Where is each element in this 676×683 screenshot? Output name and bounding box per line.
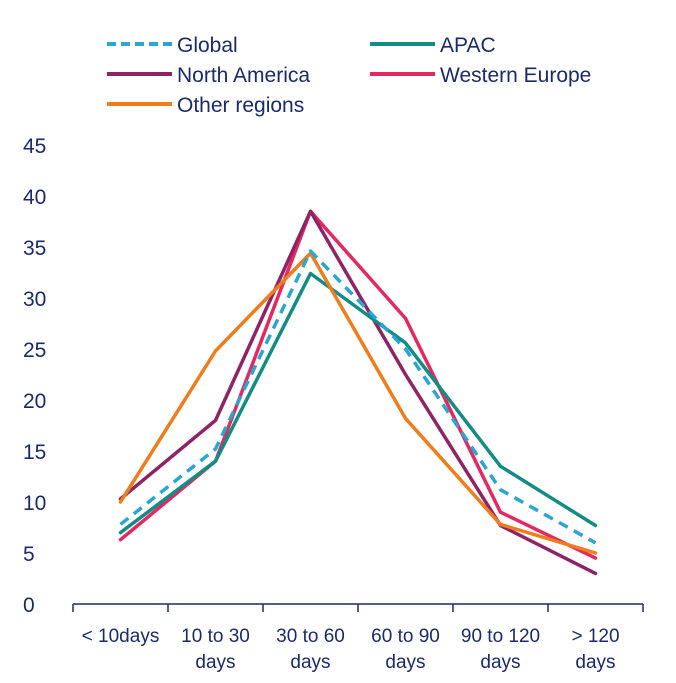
legend-item: North America xyxy=(107,64,310,87)
x-tick-label-line: 90 to 120 xyxy=(461,626,540,647)
x-tick-label-line: > 120 xyxy=(571,626,619,647)
series-line-other-regions xyxy=(118,251,598,555)
series-line-global xyxy=(119,249,597,545)
x-tick-label-line: 10 to 30 xyxy=(181,626,250,647)
series-line-western-europe xyxy=(118,209,598,560)
legend-item: Other regions xyxy=(107,94,304,117)
x-tick-label: > 120 days xyxy=(571,626,619,673)
y-tick-label: 35 xyxy=(23,237,46,260)
x-tick-label: 60 to 90 days xyxy=(371,626,440,673)
y-tick-label: 15 xyxy=(23,441,46,464)
series-line-apac xyxy=(118,271,598,535)
legend-label: Other regions xyxy=(177,94,304,117)
x-tick-label-line: days xyxy=(195,652,235,673)
y-axis: 0 5 10 15 20 25 30 35 40 45 xyxy=(23,135,46,617)
y-tick-label: 5 xyxy=(23,543,35,566)
x-tick-label-line: days xyxy=(480,652,520,673)
legend-label: APAC xyxy=(440,34,496,57)
y-tick-label: 10 xyxy=(23,492,46,515)
legend: Global APAC North America Western Europe Oth… xyxy=(107,34,591,117)
x-tick-label: 30 to 60 days xyxy=(276,626,345,673)
x-tick-label: 90 to 120 days xyxy=(461,626,540,673)
y-tick-label: 40 xyxy=(23,186,46,209)
legend-item: Global xyxy=(107,34,238,57)
legend-label: Global xyxy=(177,34,238,57)
y-tick-label: 20 xyxy=(23,390,46,413)
y-tick-label: 45 xyxy=(23,135,46,158)
x-tick-label-line: days xyxy=(385,652,425,673)
legend-label: North America xyxy=(177,64,310,87)
x-tick-label-line: days xyxy=(575,652,615,673)
x-tick-label: < 10days xyxy=(82,626,160,647)
x-tick-label-line: 30 to 60 xyxy=(276,626,345,647)
x-tick-label: 10 to 30 days xyxy=(181,626,250,673)
legend-label: Western Europe xyxy=(440,64,591,87)
x-tick-label-line: days xyxy=(290,652,330,673)
x-tick-label-line: 60 to 90 xyxy=(371,626,440,647)
y-tick-label: 30 xyxy=(23,288,46,311)
legend-item: APAC xyxy=(370,34,496,57)
y-tick-label: 0 xyxy=(23,594,35,617)
x-tick-label-line: < 10days xyxy=(82,626,160,647)
series-layer xyxy=(118,209,598,576)
y-tick-label: 25 xyxy=(23,339,46,362)
series-line-north-america xyxy=(118,209,598,576)
legend-item: Western Europe xyxy=(370,64,591,87)
